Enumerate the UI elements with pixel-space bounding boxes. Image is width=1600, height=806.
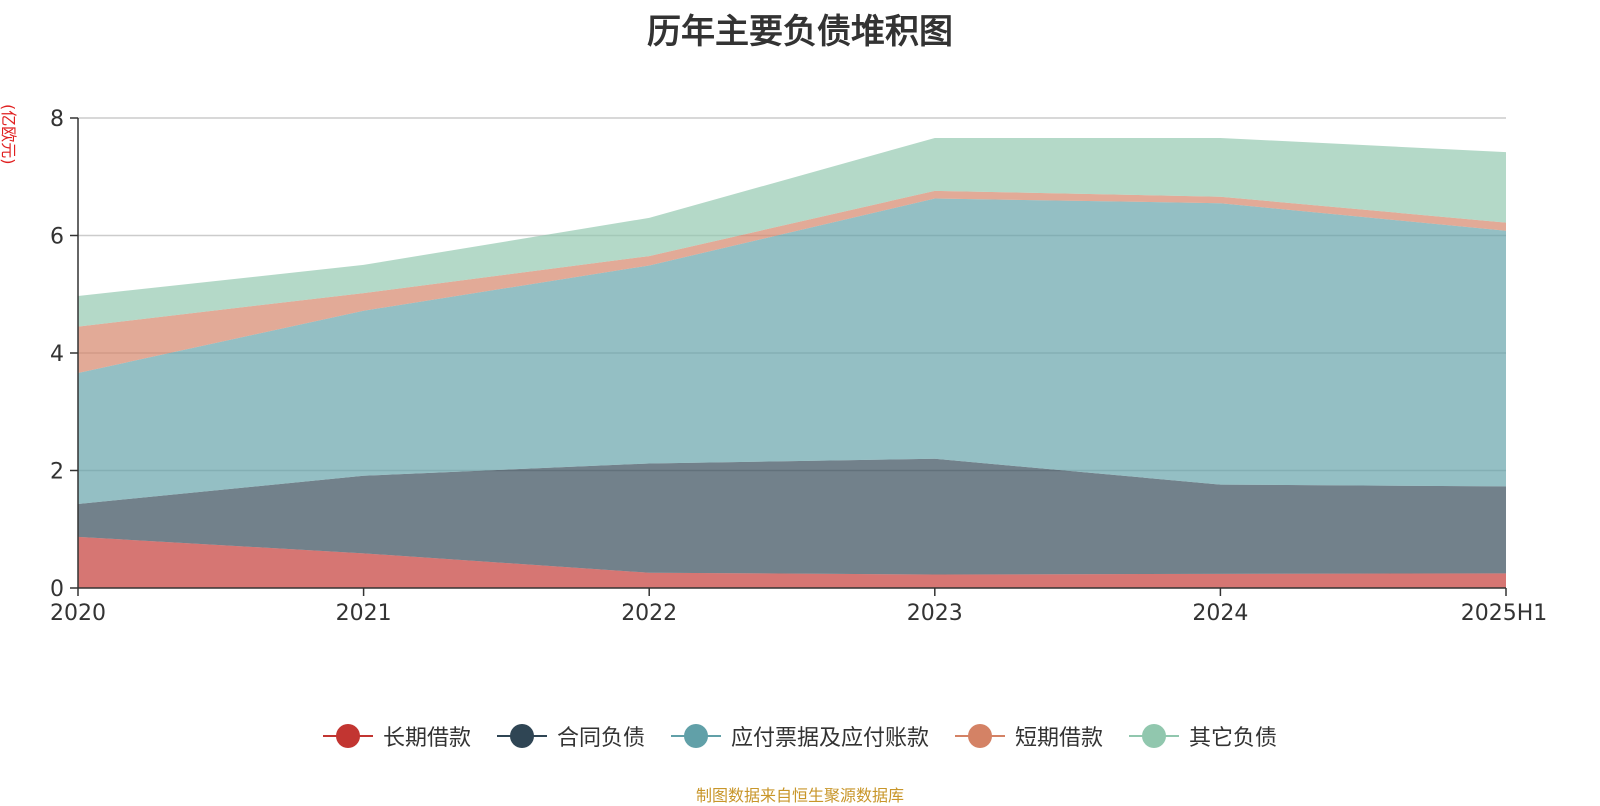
x-tick-label: 2022 <box>621 601 677 626</box>
y-tick-label: 2 <box>50 460 64 485</box>
legend-item[interactable]: 短期借款 <box>955 720 1103 752</box>
y-tick-label: 8 <box>50 107 64 132</box>
legend-swatch-dot <box>335 724 360 748</box>
legend-label: 应付票据及应付账款 <box>730 726 929 751</box>
x-tick-label: 2025H1 <box>1461 601 1548 626</box>
y-tick-label: 0 <box>50 577 64 602</box>
x-tick-label: 2020 <box>50 601 106 626</box>
legend-swatch <box>670 724 721 748</box>
x-tick-label: 2021 <box>336 601 392 626</box>
area-series-5 <box>78 137 1506 327</box>
legend-swatch-dot <box>683 724 708 748</box>
legend-item[interactable]: 其它负债 <box>1129 720 1277 752</box>
legend-label: 其它负债 <box>1189 726 1278 751</box>
legend-swatch <box>322 724 373 748</box>
area-series-4 <box>78 190 1506 373</box>
area-series-2 <box>78 458 1506 575</box>
legend-swatch <box>496 724 547 748</box>
area-series-3 <box>78 198 1506 504</box>
legend-item[interactable]: 合同负债 <box>496 720 645 752</box>
x-tick-label: 2024 <box>1192 601 1248 626</box>
legend-item[interactable]: 应付票据及应付账款 <box>670 720 929 752</box>
area-series-1 <box>78 536 1506 588</box>
legend-label: 短期借款 <box>1015 726 1104 751</box>
legend-swatch <box>955 724 1005 748</box>
data-source-note: 制图数据来自恒生聚源数据库 <box>695 786 904 805</box>
y-tick-label: 6 <box>50 225 64 250</box>
x-tick-label: 2023 <box>907 601 963 626</box>
legend-swatch-dot <box>1142 724 1167 748</box>
y-tick-label: 4 <box>50 342 64 367</box>
legend-label: 合同负债 <box>556 726 645 751</box>
legend: 长期借款 合同负债 应付票据及应付账款 短期借款 其它负债 <box>0 718 1600 754</box>
legend-item[interactable]: 长期借款 <box>322 720 471 752</box>
legend-swatch <box>1129 724 1180 748</box>
plot-area: 0 2 4 6 8 2020 2021 2022 2023 2024 2025H1 <box>50 107 1548 626</box>
chart-title: 历年主要负债堆积图 <box>647 12 953 52</box>
legend-label: 长期借款 <box>382 726 471 751</box>
legend-swatch-dot <box>968 724 992 748</box>
legend-swatch-dot <box>509 724 534 748</box>
